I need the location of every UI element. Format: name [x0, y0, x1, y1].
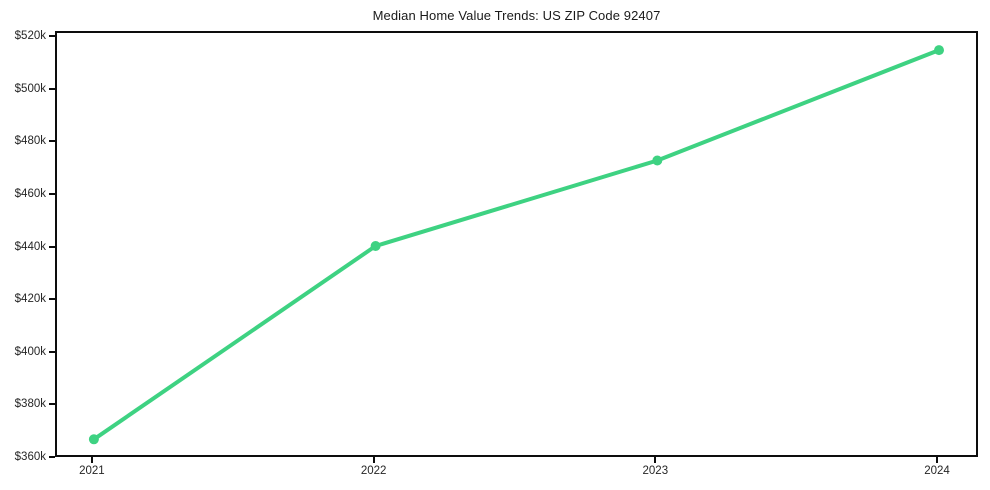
x-tick-label: 2021	[79, 465, 105, 477]
plot-area	[55, 31, 978, 457]
y-tick-label: $360k	[14, 451, 46, 463]
chart-title: Median Home Value Trends: US ZIP Code 92…	[372, 8, 661, 23]
x-tick-mark	[936, 457, 939, 463]
data-point-marker	[370, 241, 381, 251]
trend-line	[91, 48, 941, 442]
data-point-marker	[88, 434, 99, 445]
x-tick-mark	[654, 457, 657, 463]
y-tick-mark	[49, 87, 55, 90]
y-tick-mark	[49, 456, 55, 458]
y-tick-label: $440k	[14, 240, 46, 253]
x-tick-label: 2023	[642, 465, 669, 477]
y-tick-mark	[49, 245, 55, 248]
data-point-marker	[652, 155, 663, 166]
x-tick-mark	[90, 457, 93, 463]
y-tick-label: $400k	[14, 345, 46, 358]
y-tick-label: $460k	[14, 188, 46, 201]
y-tick-mark	[49, 298, 55, 301]
x-tick-mark	[372, 457, 375, 463]
y-tick-label: $520k	[14, 30, 46, 43]
y-tick-label: $480k	[14, 135, 46, 148]
y-tick-mark	[49, 403, 55, 406]
y-tick-label: $500k	[14, 82, 46, 95]
x-tick-label: 2024	[924, 465, 950, 477]
y-tick-mark	[49, 140, 55, 143]
y-tick-mark	[49, 35, 55, 38]
y-tick-label: $420k	[14, 293, 46, 306]
y-tick-label: $380k	[14, 398, 46, 411]
y-tick-mark	[49, 193, 55, 196]
x-tick-label: 2022	[360, 465, 387, 477]
line-chart-svg	[88, 45, 944, 445]
data-point-marker	[934, 45, 944, 56]
y-tick-mark	[49, 350, 55, 353]
